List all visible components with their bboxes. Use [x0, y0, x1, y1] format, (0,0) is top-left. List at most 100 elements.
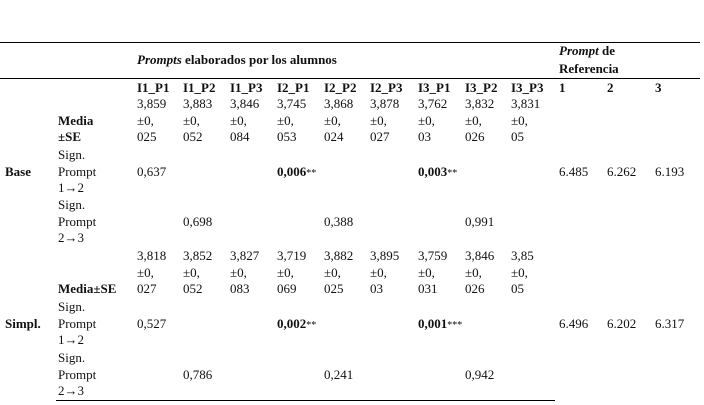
sign-label: Sign.	[58, 299, 86, 314]
column-header: I3_P2	[465, 80, 498, 95]
row-label: Simpl.	[5, 316, 41, 331]
mean-cell: ±0,	[418, 264, 435, 280]
mean-cell: 3,846	[230, 96, 260, 111]
sign-value: 0,637	[137, 164, 167, 179]
mean-cell: ±0,	[370, 264, 387, 280]
sign-value: 0,006	[277, 164, 307, 179]
mean-cell: ±0,	[183, 112, 200, 128]
mean-cell: ±0,	[137, 112, 154, 128]
mean-cell: 083	[230, 281, 250, 296]
sign-value: 0,001	[418, 316, 448, 331]
sign-value: 0,786	[183, 367, 213, 382]
sign-cell: 0,527	[137, 316, 166, 332]
significance-stars: **	[306, 320, 317, 331]
mean-cell: 053	[277, 129, 297, 144]
header-italic: Prompt	[559, 43, 599, 58]
mean-cell: 3,852	[183, 248, 213, 263]
sign-value: 0,241	[324, 367, 354, 382]
sign-cell: 0,003**	[418, 164, 457, 182]
sign-label: 2→3	[58, 230, 84, 245]
sign-value: 0,942	[465, 367, 495, 382]
sign-cell: 0,001***	[418, 316, 462, 334]
column-header: I2_P2	[324, 80, 357, 95]
reference-value: 6.317	[655, 316, 685, 331]
header-italic: Prompts	[137, 52, 182, 67]
mean-cell: 024	[324, 129, 344, 144]
header-text: elaborados por los alumnos	[185, 52, 337, 67]
column-header: I2_P3	[370, 80, 403, 95]
column-header: I3_P3	[511, 80, 544, 95]
mean-cell: 052	[183, 129, 203, 144]
column-header: I1_P1	[137, 80, 170, 95]
mean-cell: ±0,	[324, 112, 341, 128]
header-rule	[0, 78, 700, 79]
sign-cell: 0,006**	[277, 164, 316, 182]
mean-cell: ±0,	[277, 112, 294, 128]
mean-cell: 3,895	[370, 248, 400, 263]
mean-cell: 3,818	[137, 248, 167, 263]
mean-cell: 05	[511, 281, 524, 296]
sign-label: Prompt	[58, 213, 97, 229]
sign-cell: 0,942	[465, 367, 494, 383]
sign-label: Prompt	[58, 315, 97, 331]
sign-cell: 0,241	[324, 367, 353, 383]
column-header: I2_P1	[277, 80, 310, 95]
mean-cell: 026	[465, 281, 485, 296]
mean-cell: ±0,	[230, 264, 247, 280]
reference-header-line: Referencia	[559, 61, 619, 76]
mean-cell: 025	[324, 281, 344, 296]
sign-label: Prompt	[58, 366, 97, 382]
significance-stars: ***	[447, 320, 463, 331]
reference-value: 6.193	[655, 164, 685, 179]
sign-value: 0,991	[465, 214, 495, 229]
mean-cell: 084	[230, 129, 250, 144]
mean-cell: 3,745	[277, 96, 307, 111]
mean-cell: 3,846	[465, 248, 495, 263]
mean-cell: 3,827	[230, 248, 260, 263]
significance-stars: **	[447, 168, 458, 179]
mean-label: ±SE	[58, 129, 82, 144]
mean-label: Media±SE	[58, 281, 117, 296]
header-text: de	[601, 43, 615, 58]
mean-cell: 027	[370, 129, 390, 144]
mean-cell: ±0,	[183, 264, 200, 280]
sign-cell: 0,786	[183, 367, 212, 383]
reference-column-header: 2	[607, 80, 614, 95]
mean-cell: 3,868	[324, 96, 354, 111]
group-header: Prompts elaborados por los alumnos	[137, 52, 337, 68]
reference-header: Prompt de	[559, 43, 615, 59]
mean-cell: 031	[418, 281, 438, 296]
reference-value: 6.496	[559, 316, 589, 331]
mean-cell: 3,85	[511, 248, 534, 263]
significance-stars: **	[306, 168, 317, 179]
mean-cell: ±0,	[465, 264, 482, 280]
mean-cell: 027	[137, 281, 157, 296]
top-rule	[0, 42, 700, 43]
mean-cell: 026	[465, 129, 485, 144]
sign-value: 0,527	[137, 316, 167, 331]
sign-cell: 0,698	[183, 214, 212, 230]
sign-label: 1→2	[58, 332, 84, 347]
mean-cell: 069	[277, 281, 297, 296]
sign-value: 0,003	[418, 164, 448, 179]
sign-label: 2→3	[58, 383, 84, 398]
sign-label: Sign.	[58, 197, 86, 212]
reference-column-header: 1	[559, 80, 566, 95]
mean-cell: 3,719	[277, 248, 307, 263]
mean-cell: ±0,	[511, 264, 528, 280]
mean-cell: ±0,	[465, 112, 482, 128]
reference-value: 6.202	[607, 316, 637, 331]
mean-cell: 3,878	[370, 96, 400, 111]
mean-cell: 3,882	[324, 248, 354, 263]
mean-cell: 052	[183, 281, 203, 296]
mean-cell: 03	[418, 129, 431, 144]
column-header: I1_P2	[183, 80, 216, 95]
mean-cell: 3,859	[137, 96, 167, 111]
sign-label: Sign.	[58, 147, 86, 162]
sign-value: 0,388	[324, 214, 354, 229]
mean-cell: 3,831	[511, 96, 541, 111]
reference-value: 6.485	[559, 164, 589, 179]
reference-column-header: 3	[655, 80, 662, 95]
sign-label: Sign.	[58, 350, 86, 365]
